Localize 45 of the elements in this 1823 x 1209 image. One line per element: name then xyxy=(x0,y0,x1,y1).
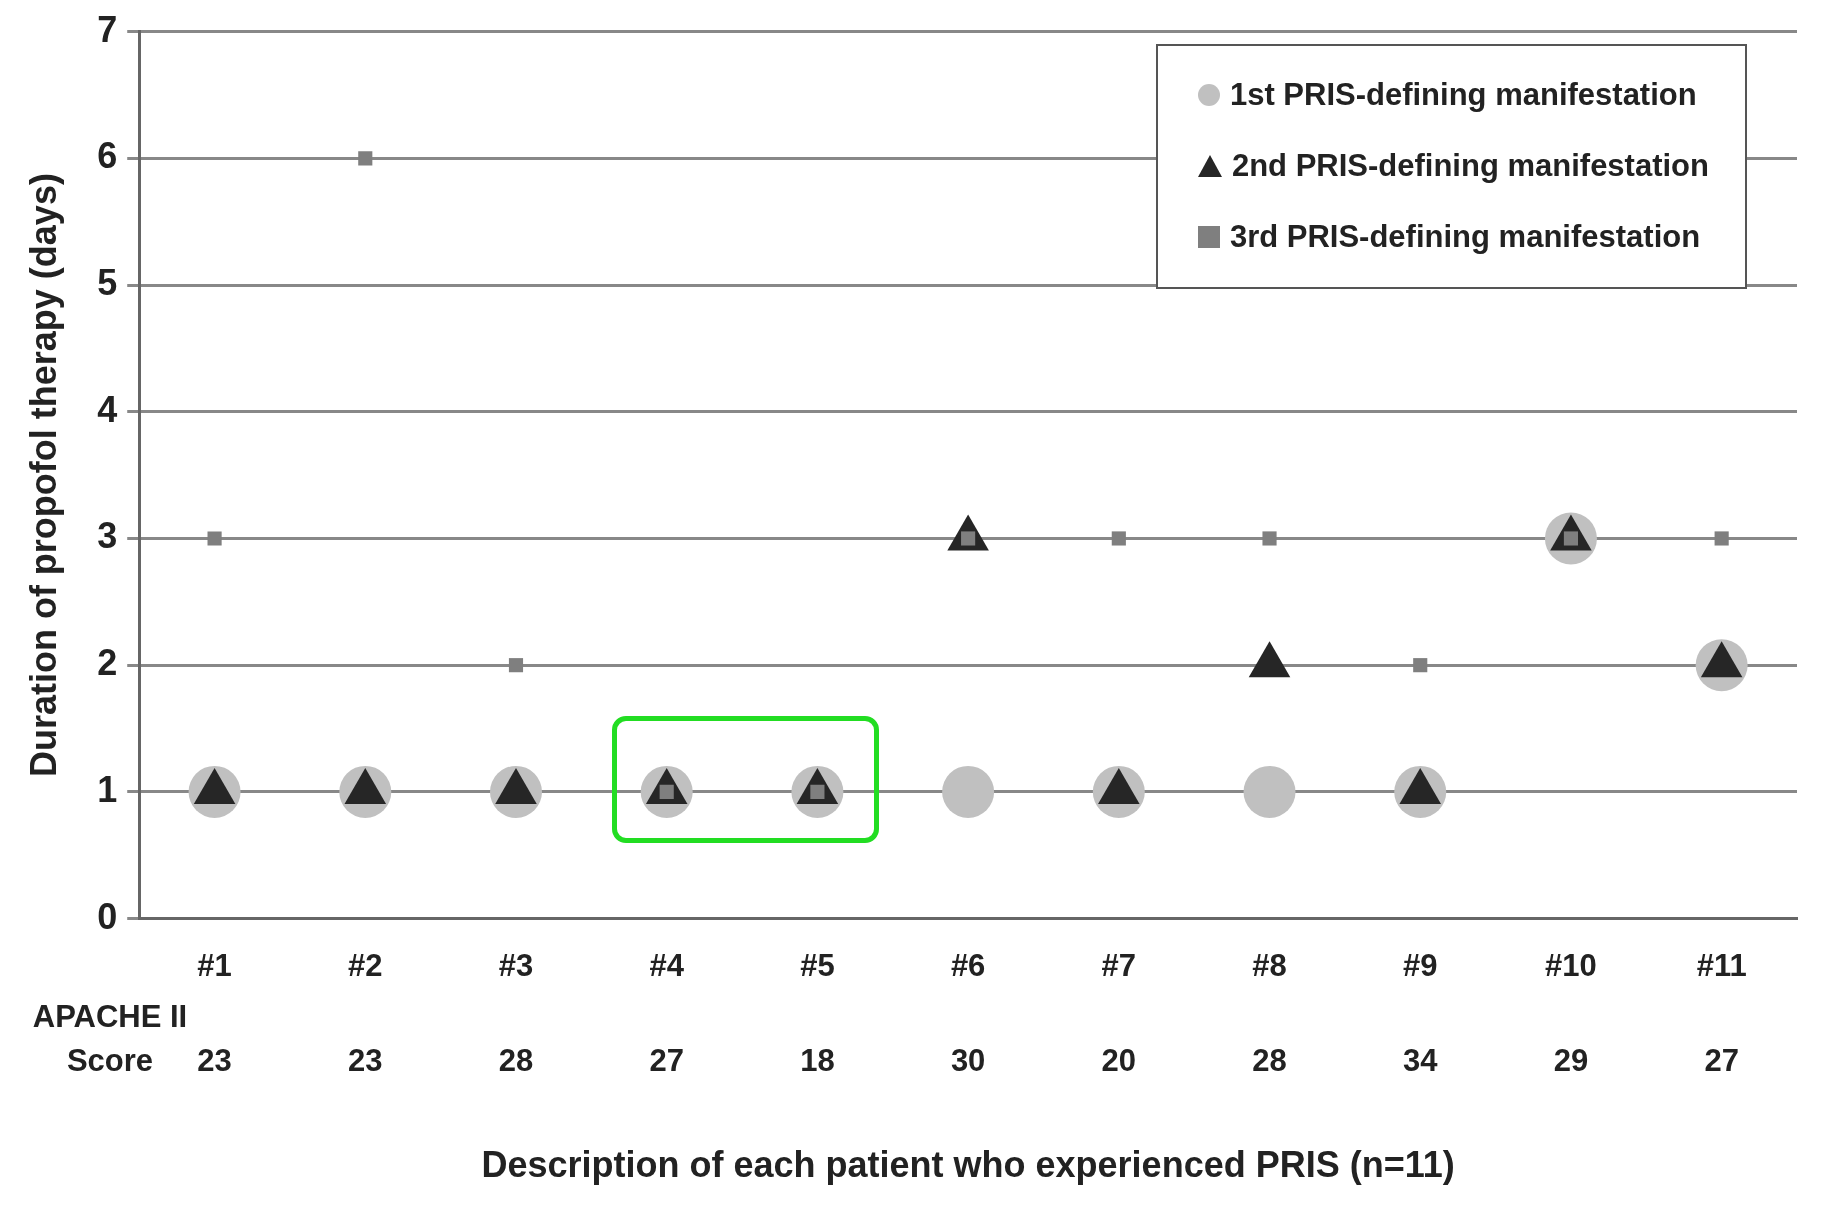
point xyxy=(358,151,373,166)
x-tick-label: #2 xyxy=(348,947,383,983)
x-tick-label: #5 xyxy=(800,947,835,983)
y-axis-title: Duration of propofol therapy (days) xyxy=(22,173,64,778)
point xyxy=(1111,531,1126,546)
x-tick-label: #8 xyxy=(1252,947,1287,983)
text: 29 xyxy=(1553,1043,1589,1079)
point xyxy=(1262,531,1277,546)
x-axis-title: Description of each patient who experienced PRIS (n=11) xyxy=(481,1144,1455,1186)
text: 28 xyxy=(498,1043,534,1079)
y-tick-label: 5 xyxy=(97,261,118,303)
point xyxy=(1243,765,1296,818)
x-tick-label: #10 xyxy=(1545,947,1597,983)
point xyxy=(207,531,222,546)
text: 23 xyxy=(348,1043,383,1079)
legend-label: 1st PRIS-defining manifestation xyxy=(1229,77,1697,114)
x-tick-label: #11 xyxy=(1696,947,1747,983)
point xyxy=(942,765,995,818)
text: 27 xyxy=(649,1043,684,1079)
point xyxy=(1714,531,1729,546)
point xyxy=(508,658,524,673)
text: APACHE II Score xyxy=(32,999,188,1079)
point xyxy=(1413,658,1428,673)
text: 20 xyxy=(1101,1043,1137,1079)
x-tick-label: #4 xyxy=(649,947,685,983)
y-tick-label: 0 xyxy=(97,895,118,937)
y-tick-label: 6 xyxy=(97,135,118,177)
text: 23 xyxy=(197,1043,232,1079)
x-tick-label: #1 xyxy=(197,947,232,983)
text: 18 xyxy=(800,1043,835,1079)
text: 34 xyxy=(1402,1043,1439,1079)
x-tick-label: #6 xyxy=(950,947,986,983)
y-tick-label: 3 xyxy=(97,515,118,557)
legend-label: 2nd PRIS-defining manifestation xyxy=(1231,148,1709,185)
x-tick-label: #3 xyxy=(498,947,534,983)
y-tick-label: 1 xyxy=(97,768,118,810)
text: 28 xyxy=(1252,1043,1287,1079)
text: 27 xyxy=(1704,1043,1739,1079)
x-tick-label: #9 xyxy=(1402,947,1438,983)
x-tick-label: #7 xyxy=(1101,947,1137,983)
text: 30 xyxy=(950,1043,986,1079)
y-tick-label: 7 xyxy=(97,8,118,50)
legend-label: 3rd PRIS-defining manifestation xyxy=(1229,219,1701,256)
y-tick-label: 4 xyxy=(97,388,118,430)
y-tick-label: 2 xyxy=(97,642,118,684)
